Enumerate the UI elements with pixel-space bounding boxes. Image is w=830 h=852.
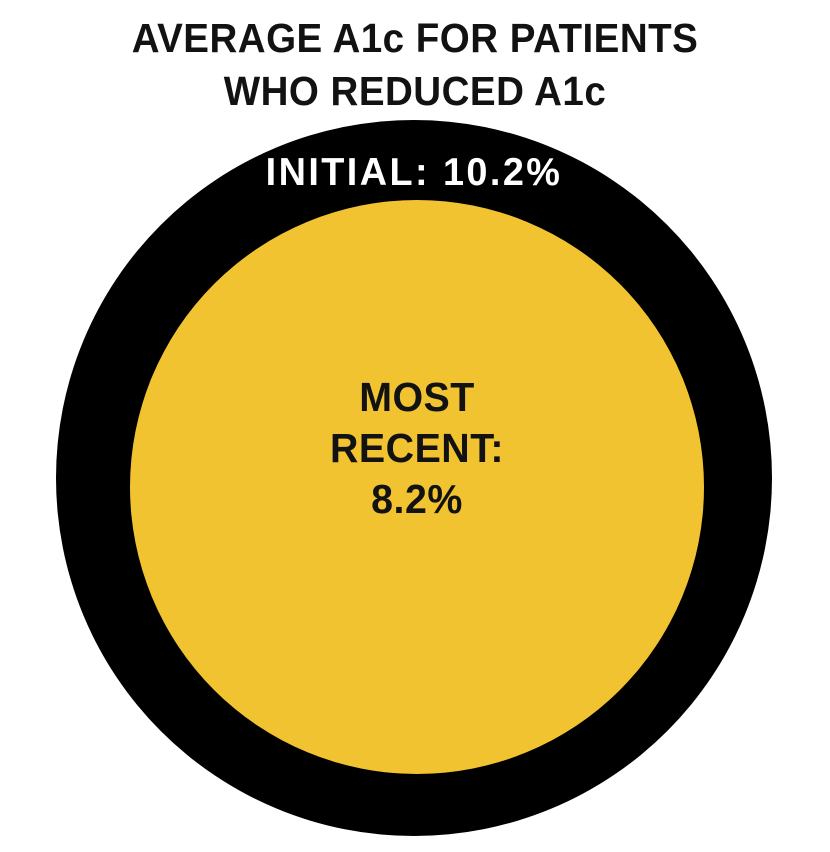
outer-circle-label-initial: INITIAL: 10.2% bbox=[265, 151, 563, 194]
inner-circle-most-recent: MOST RECENT: 8.2% bbox=[130, 200, 704, 774]
chart-title-line-1: AVERAGE A1c FOR PATIENTS bbox=[131, 15, 699, 61]
inner-circle-label-line-3: 8.2% bbox=[371, 476, 463, 522]
outer-circle-initial: INITIAL: 10.2% MOST RECENT: 8.2% bbox=[56, 120, 772, 836]
chart-title: AVERAGE A1c FOR PATIENTS WHO REDUCED A1c bbox=[25, 12, 805, 118]
inner-circle-label-most-recent: MOST RECENT: 8.2% bbox=[141, 372, 692, 525]
inner-circle-label-line-2: RECENT: bbox=[330, 425, 504, 471]
chart-title-line-2: WHO REDUCED A1c bbox=[223, 68, 607, 114]
inner-circle-label-line-1: MOST bbox=[359, 374, 475, 420]
